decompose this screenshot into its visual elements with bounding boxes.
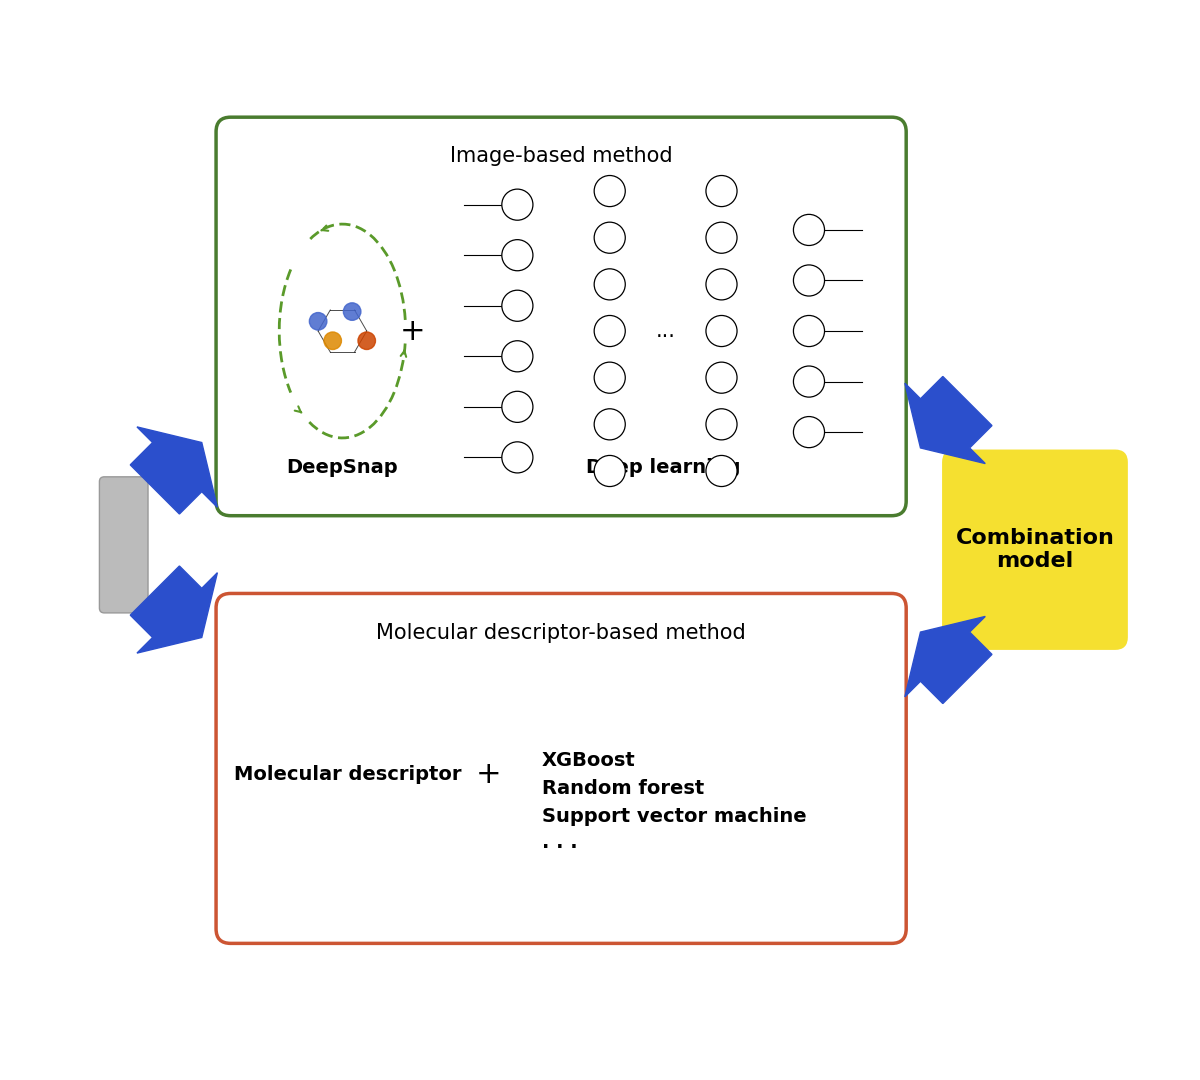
Polygon shape	[905, 377, 992, 463]
Circle shape	[594, 408, 625, 440]
Circle shape	[706, 222, 737, 254]
Circle shape	[594, 315, 625, 347]
Circle shape	[502, 391, 533, 422]
Text: · · ·: · · ·	[541, 838, 577, 858]
Circle shape	[594, 222, 625, 254]
Circle shape	[706, 408, 737, 440]
Polygon shape	[131, 427, 217, 514]
Circle shape	[502, 291, 533, 322]
Polygon shape	[131, 566, 217, 653]
Circle shape	[324, 332, 342, 350]
FancyBboxPatch shape	[216, 593, 906, 944]
Circle shape	[706, 362, 737, 393]
Circle shape	[343, 302, 361, 321]
FancyBboxPatch shape	[943, 450, 1127, 649]
Circle shape	[594, 362, 625, 393]
Circle shape	[793, 366, 824, 397]
Circle shape	[594, 456, 625, 486]
Circle shape	[594, 269, 625, 300]
Circle shape	[594, 175, 625, 206]
Circle shape	[358, 332, 376, 350]
FancyBboxPatch shape	[216, 117, 906, 515]
Text: XGBoost
Random forest
Support vector machine: XGBoost Random forest Support vector mac…	[541, 751, 806, 825]
Text: Molecular descriptor: Molecular descriptor	[234, 766, 461, 784]
Circle shape	[502, 442, 533, 473]
Polygon shape	[905, 617, 992, 703]
Circle shape	[502, 340, 533, 372]
Text: Combination
model: Combination model	[955, 528, 1115, 571]
Circle shape	[310, 312, 326, 330]
Text: Molecular descriptor-based method: Molecular descriptor-based method	[377, 622, 746, 643]
Text: +: +	[475, 760, 502, 789]
FancyBboxPatch shape	[100, 477, 148, 612]
Circle shape	[706, 315, 737, 347]
Circle shape	[793, 265, 824, 296]
Circle shape	[793, 214, 824, 245]
Circle shape	[502, 189, 533, 220]
Text: +: +	[400, 316, 426, 346]
Circle shape	[793, 417, 824, 448]
Circle shape	[706, 456, 737, 486]
Circle shape	[706, 269, 737, 300]
Text: Image-based method: Image-based method	[450, 146, 672, 166]
Text: DeepSnap: DeepSnap	[287, 458, 398, 476]
Circle shape	[502, 240, 533, 271]
Text: Deep learning: Deep learning	[586, 458, 740, 476]
Circle shape	[793, 315, 824, 347]
Text: ...: ...	[655, 321, 676, 341]
Circle shape	[706, 175, 737, 206]
